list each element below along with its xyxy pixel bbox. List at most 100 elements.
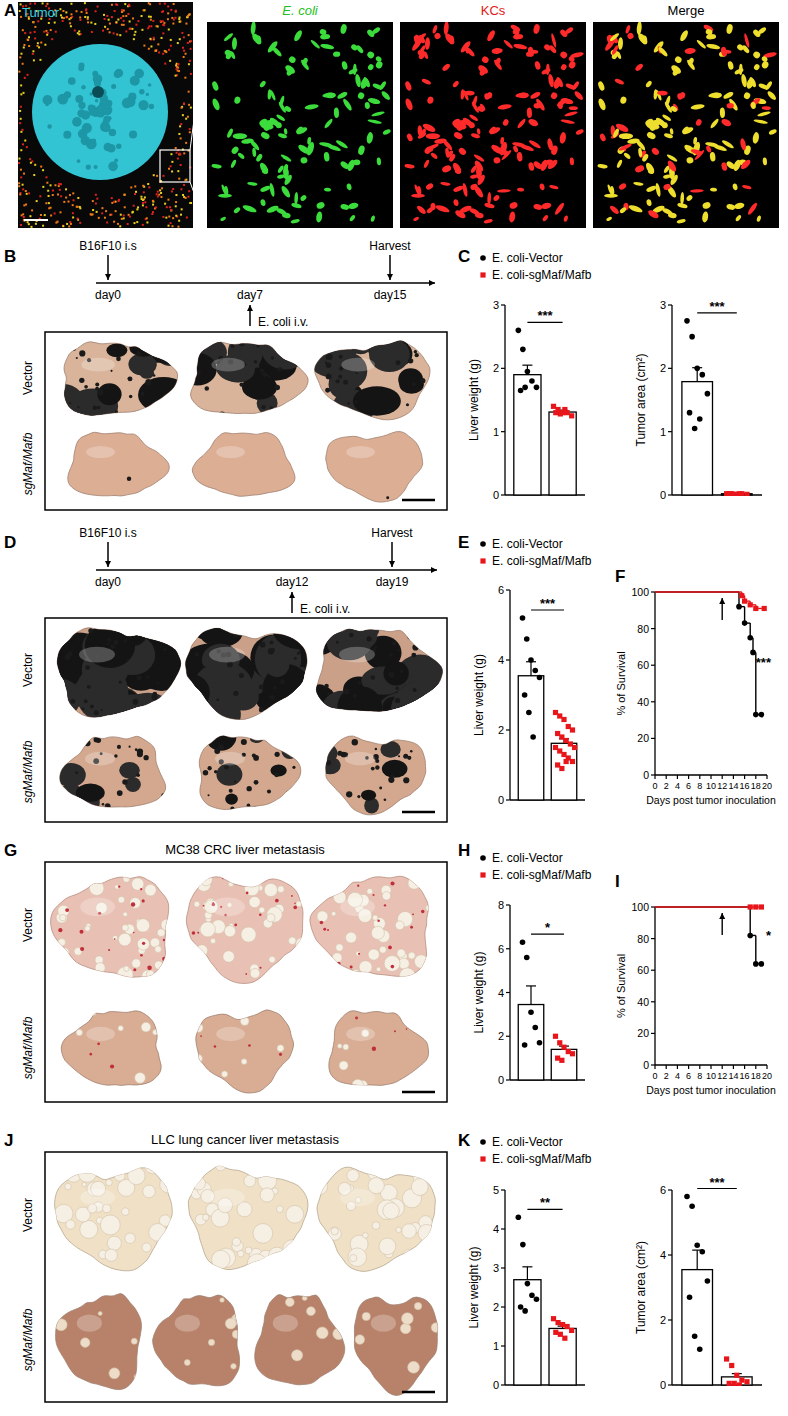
pixel [164, 63, 166, 65]
liver-surface [354, 1302, 441, 1378]
pixel [161, 187, 163, 189]
metastasis-dot [375, 748, 377, 750]
cell [550, 33, 557, 48]
pixel [189, 131, 191, 133]
metastasis [353, 386, 401, 415]
nodule [153, 1030, 158, 1035]
nodule [333, 1293, 340, 1300]
cell [743, 91, 751, 100]
y-tick [668, 494, 672, 495]
nodule [400, 1323, 410, 1333]
cell [234, 96, 242, 104]
nodule [333, 1328, 345, 1340]
nodule [136, 919, 149, 932]
metastasis-dot [326, 636, 329, 639]
nodule [106, 1179, 113, 1186]
metastasis-dot [207, 766, 211, 770]
cell [614, 78, 625, 86]
cell [706, 43, 721, 50]
liver-surface [202, 446, 245, 488]
nodule [89, 1008, 96, 1015]
cell [370, 215, 375, 222]
vessel [246, 892, 249, 895]
nodule [113, 935, 118, 940]
arrow [391, 542, 393, 567]
pixel [18, 71, 20, 73]
pixel [154, 50, 156, 52]
metastasis-dot [407, 633, 413, 639]
pixel [162, 20, 164, 22]
cell [425, 182, 434, 190]
pixel [28, 223, 30, 225]
metastasis-dot [261, 631, 266, 636]
nodule [134, 1374, 139, 1379]
nodule [277, 886, 284, 893]
point [529, 378, 535, 384]
pixel [167, 18, 169, 20]
liver-surface [273, 1293, 345, 1386]
cell [453, 199, 459, 207]
pixel [140, 196, 142, 198]
metastasis-dot [233, 691, 238, 696]
cell [284, 105, 293, 113]
vessel [131, 902, 135, 906]
metastasis-dot [427, 701, 433, 707]
metastasis-dot [268, 648, 274, 654]
cell [541, 202, 553, 210]
pixel [20, 84, 22, 86]
cell [423, 51, 429, 60]
y-axis [504, 305, 505, 495]
vessel [355, 1017, 358, 1020]
vessel [110, 1064, 114, 1068]
metastasis-dot [88, 628, 93, 633]
vessel [80, 930, 84, 934]
metastasis-dot [325, 760, 331, 766]
nodule [404, 1250, 414, 1260]
pixel [181, 32, 183, 34]
pixel [28, 192, 30, 194]
pixel [70, 17, 72, 19]
cell [616, 51, 622, 60]
pixel [121, 9, 123, 11]
metastasis-dot [260, 369, 265, 374]
metastasis-dot [343, 380, 348, 385]
pixel [142, 224, 144, 226]
cell [488, 125, 497, 134]
pixel [54, 184, 56, 186]
vessel [140, 888, 142, 890]
nodule [399, 968, 415, 984]
metastasis-dot [142, 635, 146, 639]
metastasis-dot [75, 771, 78, 774]
cell [735, 214, 742, 222]
pixel [171, 161, 173, 163]
metastasis-dot [330, 690, 332, 692]
pixel [175, 147, 177, 149]
pixel [22, 29, 24, 31]
cell [690, 148, 703, 155]
pixel [178, 220, 180, 222]
pixel [60, 211, 62, 213]
liver [317, 1167, 435, 1271]
cell [320, 34, 330, 40]
tumor-texture [47, 124, 52, 129]
cell [316, 201, 326, 210]
cell [502, 118, 510, 127]
vessel [388, 946, 392, 950]
liver [326, 432, 423, 503]
pixel [183, 184, 185, 186]
pixel [143, 198, 145, 200]
point [684, 318, 690, 324]
metastasis-dot [95, 382, 99, 386]
cell [295, 125, 304, 134]
cell [634, 62, 644, 72]
metastasis-dot [119, 681, 122, 684]
nodule [135, 1073, 146, 1084]
pixel [190, 107, 192, 109]
highlight [346, 446, 375, 458]
cell [740, 74, 747, 88]
nodule [145, 884, 157, 896]
pixel [177, 63, 179, 65]
cell [404, 98, 414, 112]
nodule [372, 915, 377, 920]
figure: ABCDEFGHIJKTumorE. coliKCsMergeB16F10 i.… [0, 0, 788, 1416]
